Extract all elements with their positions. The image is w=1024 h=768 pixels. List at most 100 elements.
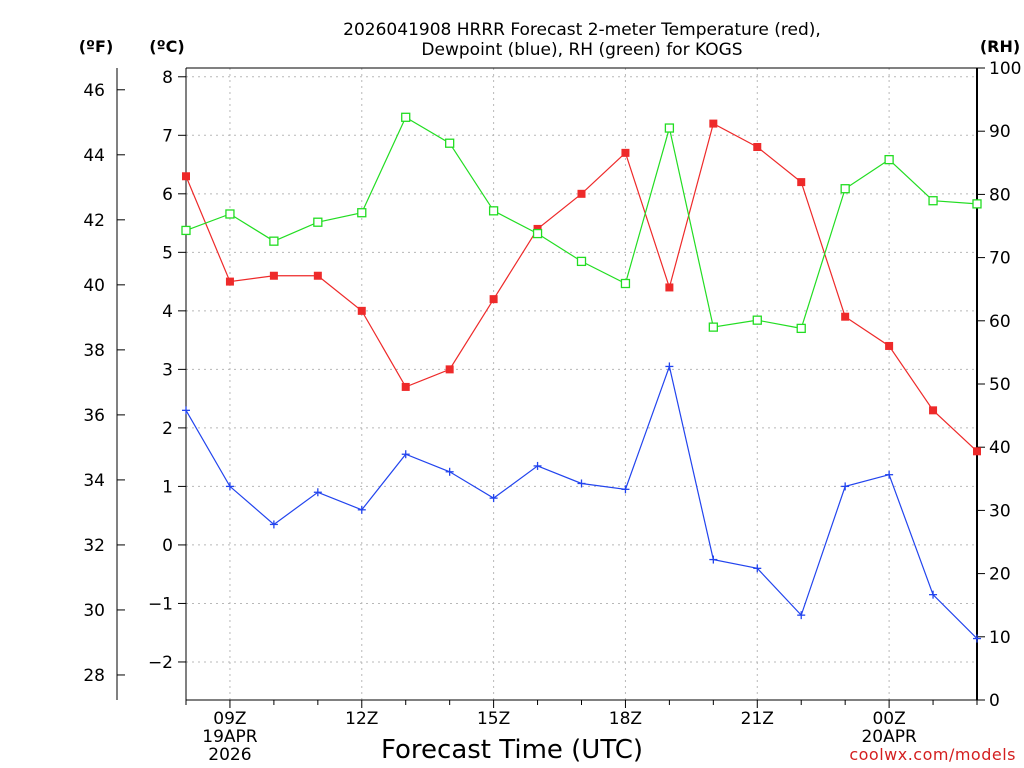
data-point: [708, 322, 718, 332]
fahrenheit-tick-label: 34: [83, 471, 105, 491]
fahrenheit-tick-label: 28: [83, 666, 105, 686]
data-point: [225, 277, 234, 286]
data-point: [488, 206, 499, 216]
data-point: [269, 271, 278, 280]
chart-title-line-1: 2026041908 HRRR Forecast 2-meter Tempera…: [343, 20, 821, 40]
data-point: [489, 295, 498, 304]
series-dewpoint: [182, 362, 981, 643]
rh-unit-label: (RH): [980, 37, 1020, 56]
x-tick-date: 19APR: [202, 727, 258, 747]
rh-tick-label: 30: [989, 501, 1011, 521]
watermark: coolwx.com/models: [849, 745, 1016, 764]
data-point: [533, 224, 542, 233]
fahrenheit-tick-label: 36: [83, 406, 105, 426]
rh-tick-label: 40: [989, 438, 1011, 458]
celsius-tick-label: 4: [162, 302, 173, 322]
data-point: [709, 555, 718, 564]
rh-tick-label: 50: [989, 375, 1011, 395]
rh-tick-label: 0: [989, 691, 1000, 711]
celsius-unit-label: (ºC): [149, 37, 184, 56]
data-point: [929, 590, 938, 599]
data-point: [401, 450, 410, 459]
celsius-tick-label: 7: [162, 126, 173, 146]
data-point: [577, 479, 586, 488]
fahrenheit-tick-label: 44: [83, 146, 105, 166]
series-line: [185, 122, 978, 452]
celsius-tick-label: −1: [148, 594, 173, 614]
celsius-tick-label: 1: [162, 477, 173, 497]
data-point: [620, 278, 631, 289]
fahrenheit-tick-label: 30: [83, 601, 105, 621]
data-point: [929, 406, 938, 415]
fahrenheit-tick-label: 42: [83, 211, 105, 231]
data-point: [840, 184, 850, 194]
celsius-tick-label: 0: [162, 536, 173, 556]
data-point: [753, 143, 762, 151]
rh-tick-label: 10: [989, 628, 1011, 648]
celsius-tick-label: 6: [162, 185, 173, 205]
data-point: [621, 485, 630, 494]
data-point: [885, 341, 894, 350]
data-point: [973, 634, 981, 643]
data-point: [182, 406, 190, 415]
fahrenheit-tick-label: 38: [83, 341, 105, 361]
series-rh: [181, 112, 982, 334]
series-line: [185, 364, 978, 639]
data-point: [313, 488, 322, 497]
fahrenheit-unit-label: (ºF): [79, 37, 114, 56]
data-point: [445, 138, 455, 148]
x-tick-label: 09Z: [213, 709, 246, 729]
data-point: [313, 217, 323, 227]
data-point: [489, 494, 498, 503]
data-point: [401, 382, 410, 391]
axes: −2−1012345678283032343638404244460102030…: [83, 59, 1021, 711]
rh-tick-label: 90: [989, 122, 1011, 142]
rh-tick-label: 20: [989, 565, 1011, 585]
x-tick-date: 20APR: [861, 727, 917, 747]
data-point: [973, 447, 981, 456]
data-point: [313, 271, 322, 280]
x-tick-label: 12Z: [345, 709, 378, 729]
data-point: [182, 172, 190, 181]
fahrenheit-tick-label: 40: [83, 276, 105, 296]
x-tick-year: 2026: [208, 745, 251, 765]
data-point: [445, 467, 454, 476]
series-2-meter-temperature: [182, 119, 981, 456]
rh-tick-label: 100: [989, 59, 1021, 79]
data-point: [665, 362, 674, 371]
data-point: [797, 178, 806, 187]
data-point: [709, 119, 718, 128]
data-point: [884, 154, 894, 165]
fahrenheit-tick-label: 46: [83, 81, 105, 101]
rh-tick-label: 60: [989, 312, 1011, 332]
data-point: [664, 123, 675, 133]
data-point: [357, 208, 367, 218]
x-tick-label: 00Z: [872, 709, 905, 729]
celsius-tick-label: 8: [162, 68, 173, 88]
data-point: [357, 306, 366, 315]
data-point: [576, 256, 587, 267]
chart-title-line-2: Dewpoint (blue), RH (green) for KOGS: [421, 40, 742, 60]
celsius-tick-label: 2: [162, 419, 173, 439]
data-series: [181, 112, 982, 643]
data-point: [928, 196, 938, 206]
celsius-tick-label: 3: [162, 360, 173, 380]
data-point: [225, 482, 234, 491]
data-point: [972, 199, 982, 209]
series-line: [185, 116, 978, 330]
data-point: [533, 461, 542, 470]
celsius-tick-label: −2: [148, 653, 173, 673]
gridlines: [186, 68, 977, 700]
x-tick-label: 18Z: [609, 709, 642, 729]
data-point: [665, 283, 674, 292]
data-point: [401, 112, 411, 122]
x-tick-label: 21Z: [741, 709, 774, 729]
rh-tick-label: 70: [989, 249, 1011, 269]
data-point: [885, 470, 894, 479]
data-point: [752, 315, 762, 325]
celsius-tick-label: 5: [162, 243, 173, 263]
x-axis-label: Forecast Time (UTC): [381, 735, 643, 765]
data-point: [532, 228, 543, 239]
